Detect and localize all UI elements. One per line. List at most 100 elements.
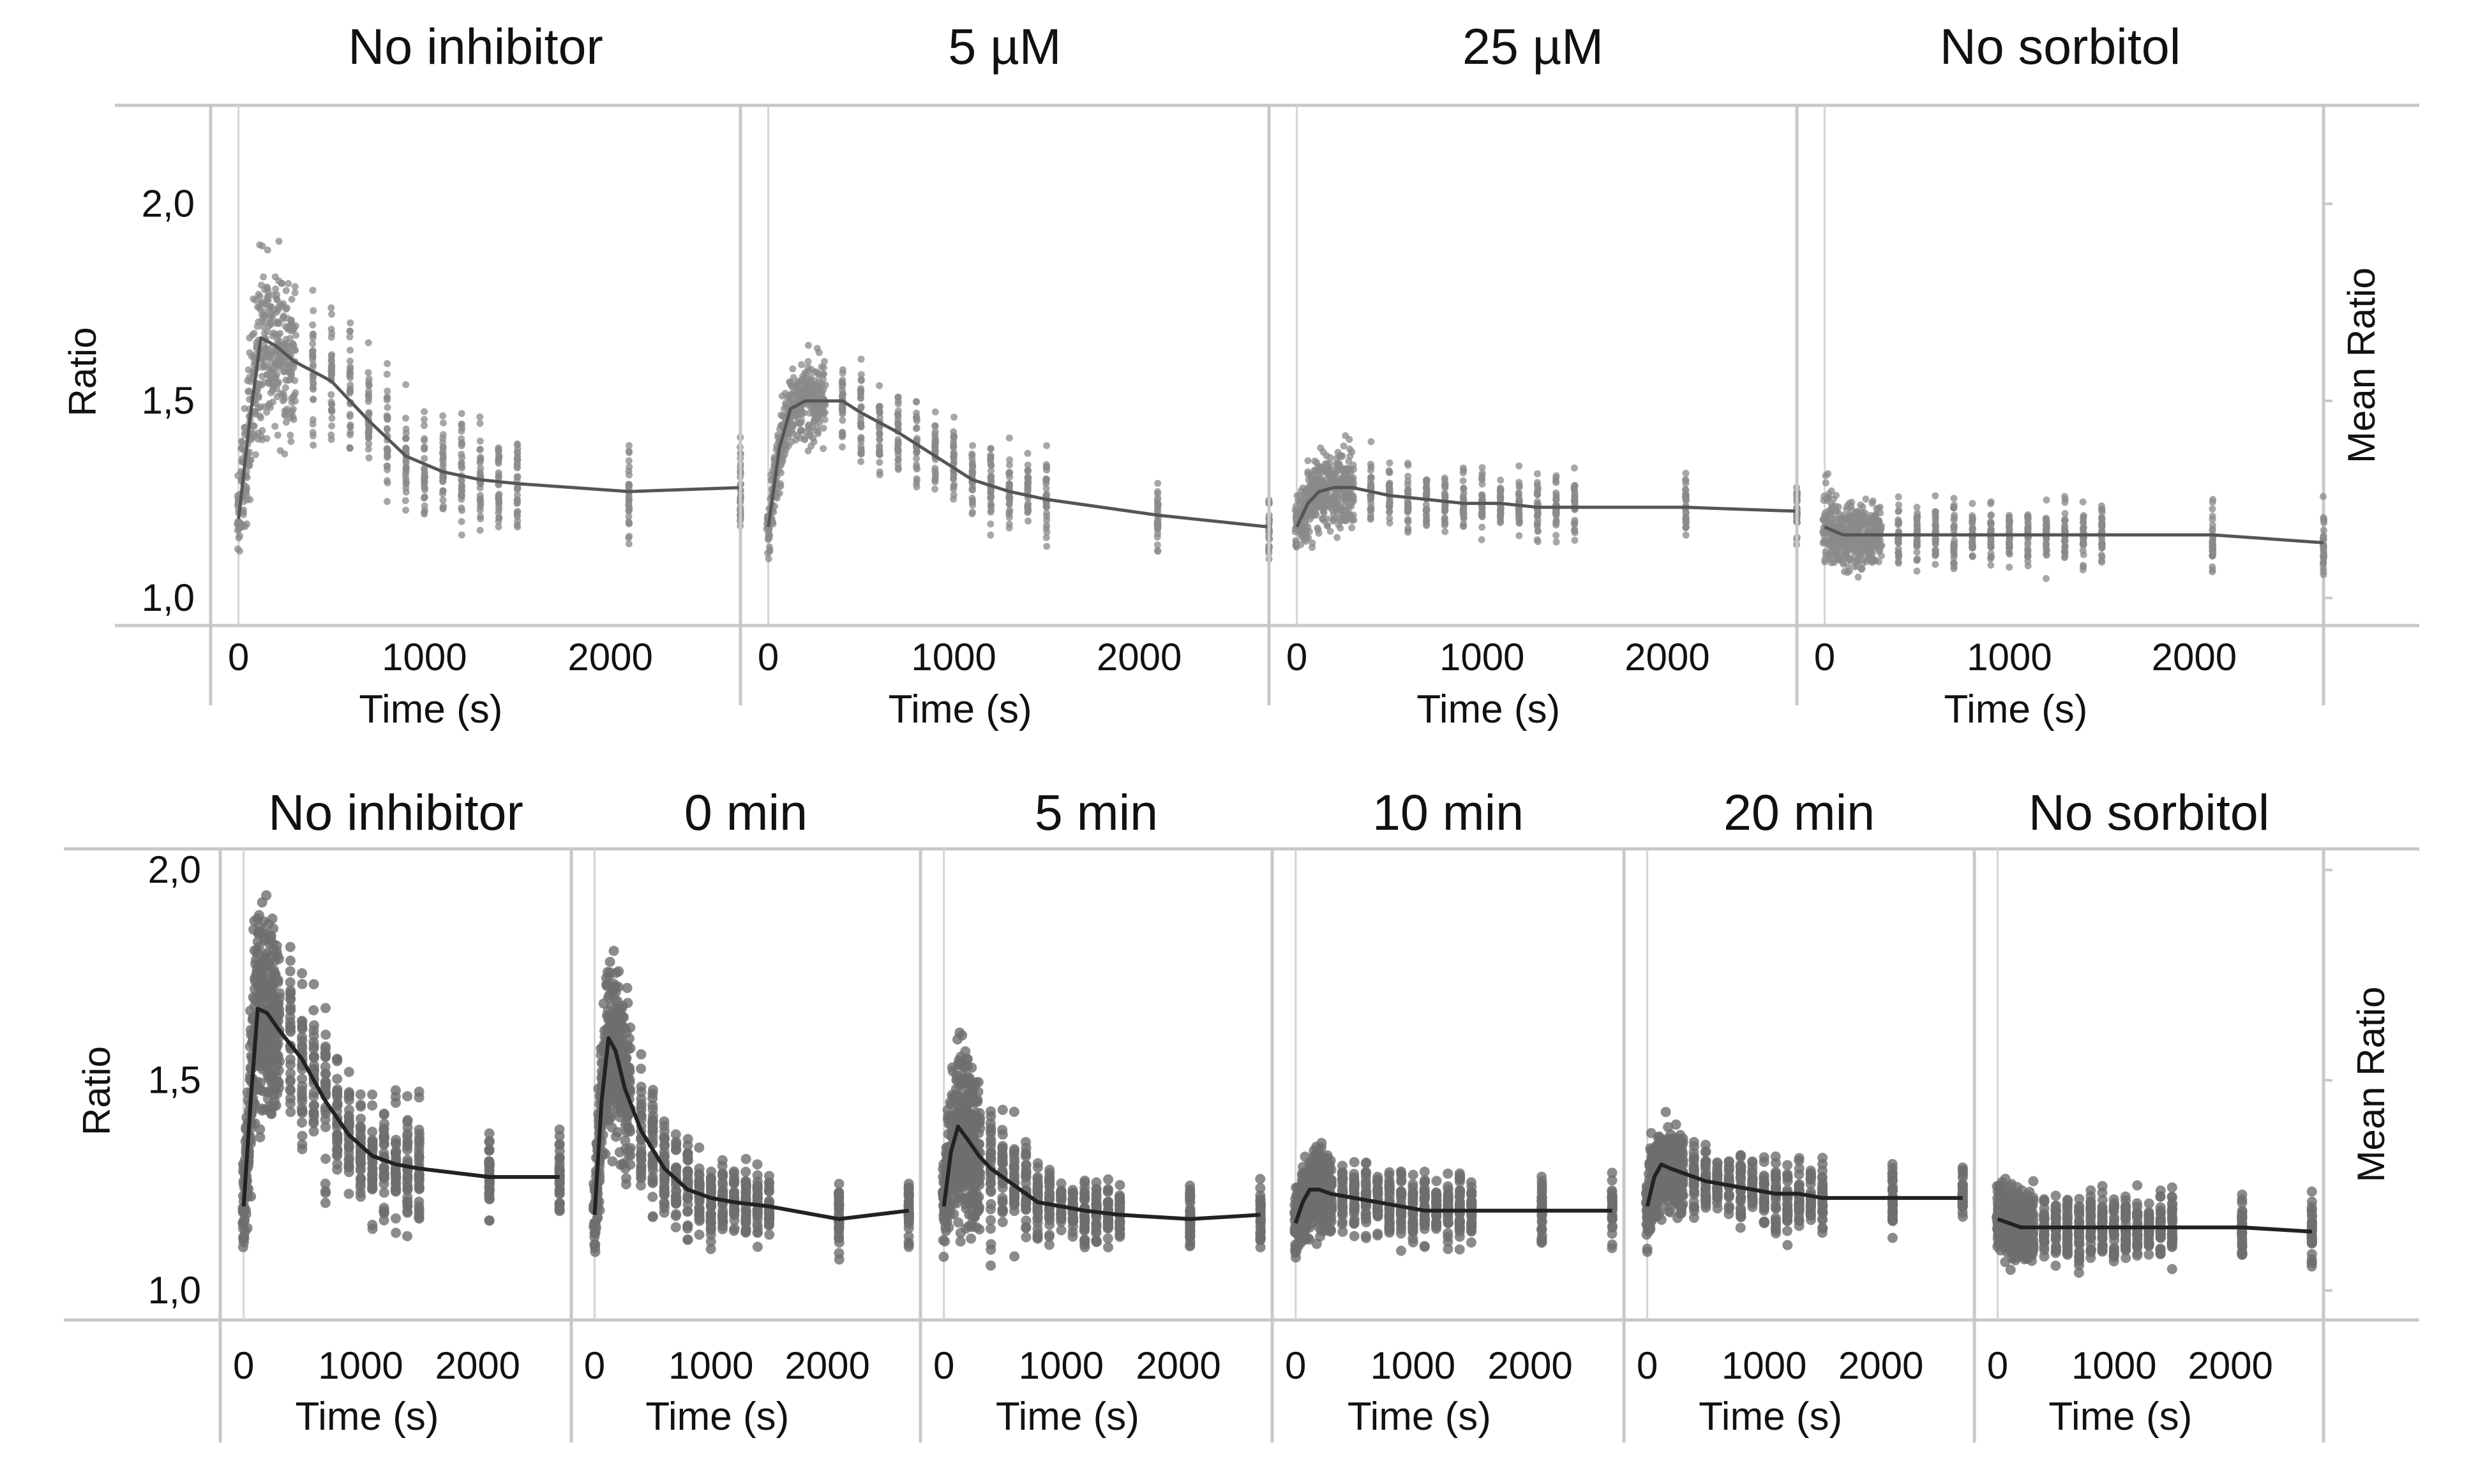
data-point [969, 442, 977, 449]
data-point [1895, 518, 1902, 526]
data-point [285, 956, 296, 966]
data-point [327, 407, 335, 414]
data-point [913, 398, 920, 405]
data-point [894, 421, 902, 428]
data-point [2080, 514, 2087, 522]
data-point [671, 1162, 682, 1173]
data-point [476, 491, 484, 499]
data-point [365, 440, 373, 447]
x-tick-label: 1000 [318, 1344, 403, 1387]
data-point [659, 1183, 670, 1193]
data-point [1386, 479, 1393, 487]
data-point [1571, 493, 1579, 501]
data-point [327, 436, 335, 443]
data-point [309, 356, 317, 363]
data-point [252, 451, 259, 458]
data-point [495, 456, 502, 463]
data-point [282, 340, 289, 347]
data-point [421, 507, 428, 514]
data-point [364, 446, 372, 453]
data-point [636, 1063, 647, 1074]
data-point [367, 1224, 378, 1234]
data-point [332, 1074, 343, 1084]
data-point [894, 447, 902, 454]
data-point [310, 396, 317, 403]
data-point [355, 1129, 366, 1140]
panel-title: 25 µM [1462, 18, 1603, 75]
scatter-points [234, 237, 744, 555]
data-point [1570, 520, 1578, 527]
data-point [513, 473, 521, 481]
data-point [969, 497, 977, 504]
data-point [987, 456, 995, 463]
data-point [355, 1151, 366, 1162]
data-point [344, 1104, 354, 1115]
data-point [320, 1121, 331, 1132]
data-point [355, 1187, 366, 1198]
data-point [2061, 537, 2069, 545]
data-point [328, 364, 335, 371]
data-point [458, 428, 465, 435]
data-point [626, 506, 633, 514]
data-point [2061, 498, 2069, 506]
data-point [309, 331, 317, 339]
data-point [987, 477, 995, 485]
data-point [1310, 507, 1318, 514]
data-point [1950, 504, 1958, 512]
data-point [1515, 462, 1523, 470]
x-axis-label: Time (s) [1944, 687, 2087, 731]
data-point [1024, 474, 1032, 482]
x-axis-label: Time (s) [889, 687, 1032, 731]
data-point [625, 534, 633, 542]
data-point [1682, 523, 1690, 531]
x-tick-label: 1000 [382, 636, 467, 678]
data-point [346, 357, 354, 365]
data-point [365, 454, 373, 461]
data-point [332, 1100, 343, 1111]
data-point [367, 1100, 378, 1111]
data-point [2006, 513, 2013, 521]
data-point [384, 454, 391, 461]
data-point [2061, 510, 2069, 517]
data-point [246, 1191, 257, 1202]
data-point [328, 310, 336, 318]
data-point [297, 968, 308, 978]
data-point [636, 1148, 647, 1159]
data-point [327, 304, 335, 311]
data-point [285, 941, 296, 952]
data-point [1441, 483, 1449, 490]
data-point [1153, 541, 1161, 549]
data-point [1913, 557, 1921, 564]
data-point [273, 1053, 283, 1064]
data-point [250, 430, 257, 437]
data-point [821, 357, 828, 365]
data-point [513, 440, 521, 447]
data-point [1346, 435, 1353, 443]
data-point [476, 413, 484, 421]
data-point [931, 447, 939, 454]
data-point [969, 464, 977, 471]
data-point [1534, 538, 1542, 546]
data-point [402, 435, 409, 442]
data-point [839, 417, 846, 424]
data-point [931, 475, 939, 483]
data-point [2006, 564, 2013, 571]
data-point [625, 457, 633, 465]
data-point [421, 475, 428, 483]
data-point [1042, 534, 1050, 541]
data-point [765, 555, 772, 562]
data-point [274, 378, 282, 386]
data-point [297, 1035, 308, 1046]
data-point [1682, 470, 1690, 477]
data-point [256, 412, 264, 420]
data-point [2320, 558, 2327, 566]
data-point [554, 1139, 565, 1150]
data-point [838, 433, 846, 440]
data-point [273, 1000, 283, 1010]
data-point [1459, 477, 1467, 484]
data-point [414, 1142, 424, 1153]
data-point [894, 393, 902, 401]
data-point [789, 365, 797, 373]
data-point [913, 475, 920, 483]
data-point [414, 1184, 424, 1194]
